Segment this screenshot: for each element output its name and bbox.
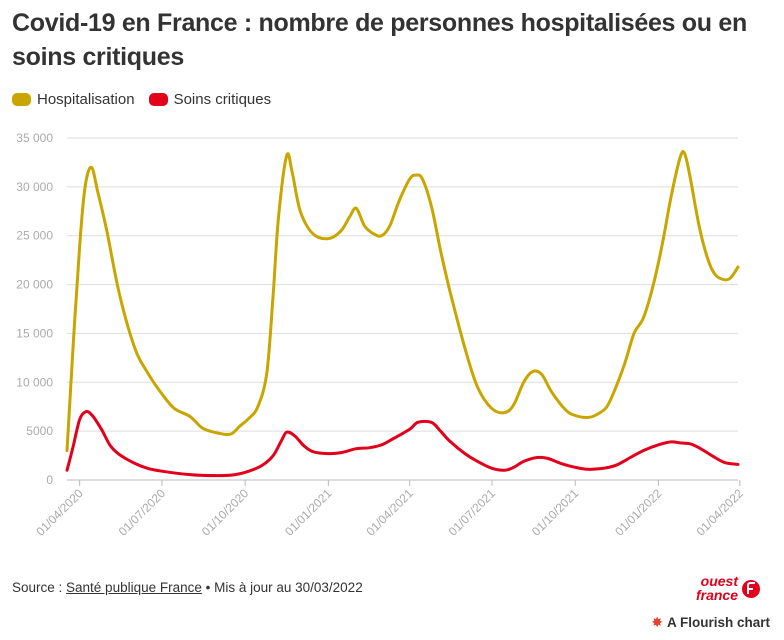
series-line-soins-critiques: [65, 409, 740, 478]
logo-line1: ouest: [701, 573, 740, 589]
y-tick-label: 5000: [26, 424, 53, 438]
x-tick-label: 01/07/2020: [116, 486, 169, 539]
legend-item-soins-critiques[interactable]: Soins critiques: [148, 91, 272, 108]
y-tick-label: 0: [46, 473, 53, 487]
ouest-france-logo: ouest france: [696, 573, 760, 603]
x-tick-label: 01/01/2022: [612, 486, 665, 539]
legend-swatch-soins-critiques: [148, 93, 168, 106]
logo-glyph: [747, 582, 755, 594]
y-tick-label: 35 000: [16, 131, 53, 145]
x-tick-label: 01/04/2021: [363, 486, 416, 539]
y-tick-label: 20 000: [16, 278, 53, 292]
chart-title: Covid-19 en France : nombre de personnes…: [12, 9, 747, 71]
legend-swatch-hospitalisation: [12, 93, 31, 106]
update-note: • Mis à jour au 30/03/2022: [201, 580, 363, 595]
y-tick-label: 30 000: [16, 180, 53, 194]
x-tick-label: 01/04/2020: [33, 486, 86, 539]
chart-legend: Hospitalisation Soins critiques: [12, 91, 271, 108]
x-tick-label: 01/01/2021: [282, 486, 335, 539]
x-tick-label: 01/10/2020: [199, 486, 252, 539]
source-prefix: Source :: [12, 580, 67, 595]
y-axis: 0 5000 10 000 15 000 20 000 25 000 30 000 35 00…: [16, 131, 53, 487]
flourish-credit[interactable]: ✸ A Flourish chart: [651, 614, 770, 631]
y-tick-label: 25 000: [16, 229, 53, 243]
chart-series: [65, 150, 740, 478]
flourish-icon: ✸: [651, 614, 663, 630]
flourish-label: A Flourish chart: [666, 615, 770, 630]
legend-label-hospitalisation: Hospitalisation: [37, 91, 135, 108]
legend-label-soins-critiques: Soins critiques: [173, 91, 272, 108]
chart-footer: Source : Santé publique France • Mis à j…: [12, 580, 363, 595]
series-line-hospitalisation: [65, 150, 740, 453]
x-axis: 01/04/2020 01/07/2020 01/10/2020 01/01/2021…: [33, 480, 746, 539]
line-chart: 0 5000 10 000 15 000 20 000 25 000 30 000 35 00…: [16, 131, 746, 539]
logo-line2: france: [696, 587, 738, 603]
legend-item-hospitalisation[interactable]: Hospitalisation: [12, 91, 135, 108]
chart-grid: [67, 137, 738, 481]
y-tick-label: 15 000: [16, 326, 53, 340]
x-tick-label: 01/07/2021: [446, 486, 499, 539]
source-link[interactable]: Santé publique France: [66, 580, 202, 595]
y-tick-label: 10 000: [16, 375, 53, 389]
x-tick-label: 01/10/2021: [529, 486, 582, 539]
x-tick-label: 01/04/2022: [694, 486, 747, 539]
